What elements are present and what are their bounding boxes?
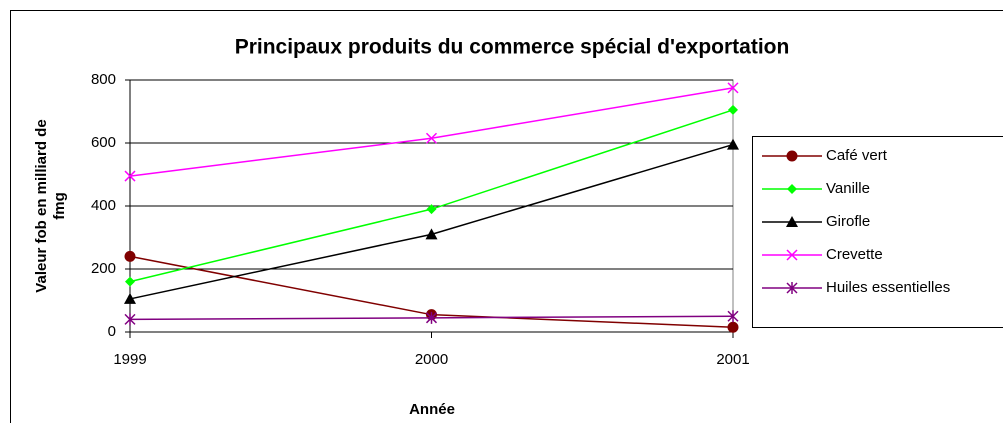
y-tick-label: 600 [91,134,116,151]
y-axis-label: Valeur fob en milliard de fmg [33,119,68,292]
x-tick-label: 2001 [716,351,749,368]
marker [787,184,797,194]
marker [124,292,136,304]
marker [728,104,738,115]
legend-label: Vanille [826,180,870,197]
marker [426,204,437,215]
marker [124,313,136,326]
y-tick-label: 0 [108,323,116,340]
marker [124,170,136,182]
marker [786,216,798,227]
marker [425,311,438,324]
legend-label: Girofle [826,213,870,230]
legend-label: Café vert [826,147,888,164]
y-tick-label: 200 [91,260,116,277]
legend-label: Huiles essentielles [826,279,950,296]
y-tick-label: 400 [91,197,116,214]
marker [727,321,739,333]
marker [727,82,739,94]
y-axis-label-line: fmg [51,192,68,220]
y-tick-label: 800 [91,71,116,88]
marker [425,228,438,240]
legend-label: Crevette [826,246,883,263]
marker [124,250,136,262]
legend-box [752,136,1003,328]
chart-title: Principaux produits du commerce spécial … [235,36,790,59]
y-axis-label-line: Valeur fob en milliard de [33,119,50,292]
marker [727,138,739,150]
marker [786,249,798,261]
marker [786,150,798,162]
x-tick-label: 2000 [415,351,448,368]
marker [125,276,135,287]
x-axis-label: Année [409,401,455,418]
marker [727,310,739,323]
marker [425,132,438,144]
marker [786,282,798,294]
x-tick-label: 1999 [113,351,146,368]
